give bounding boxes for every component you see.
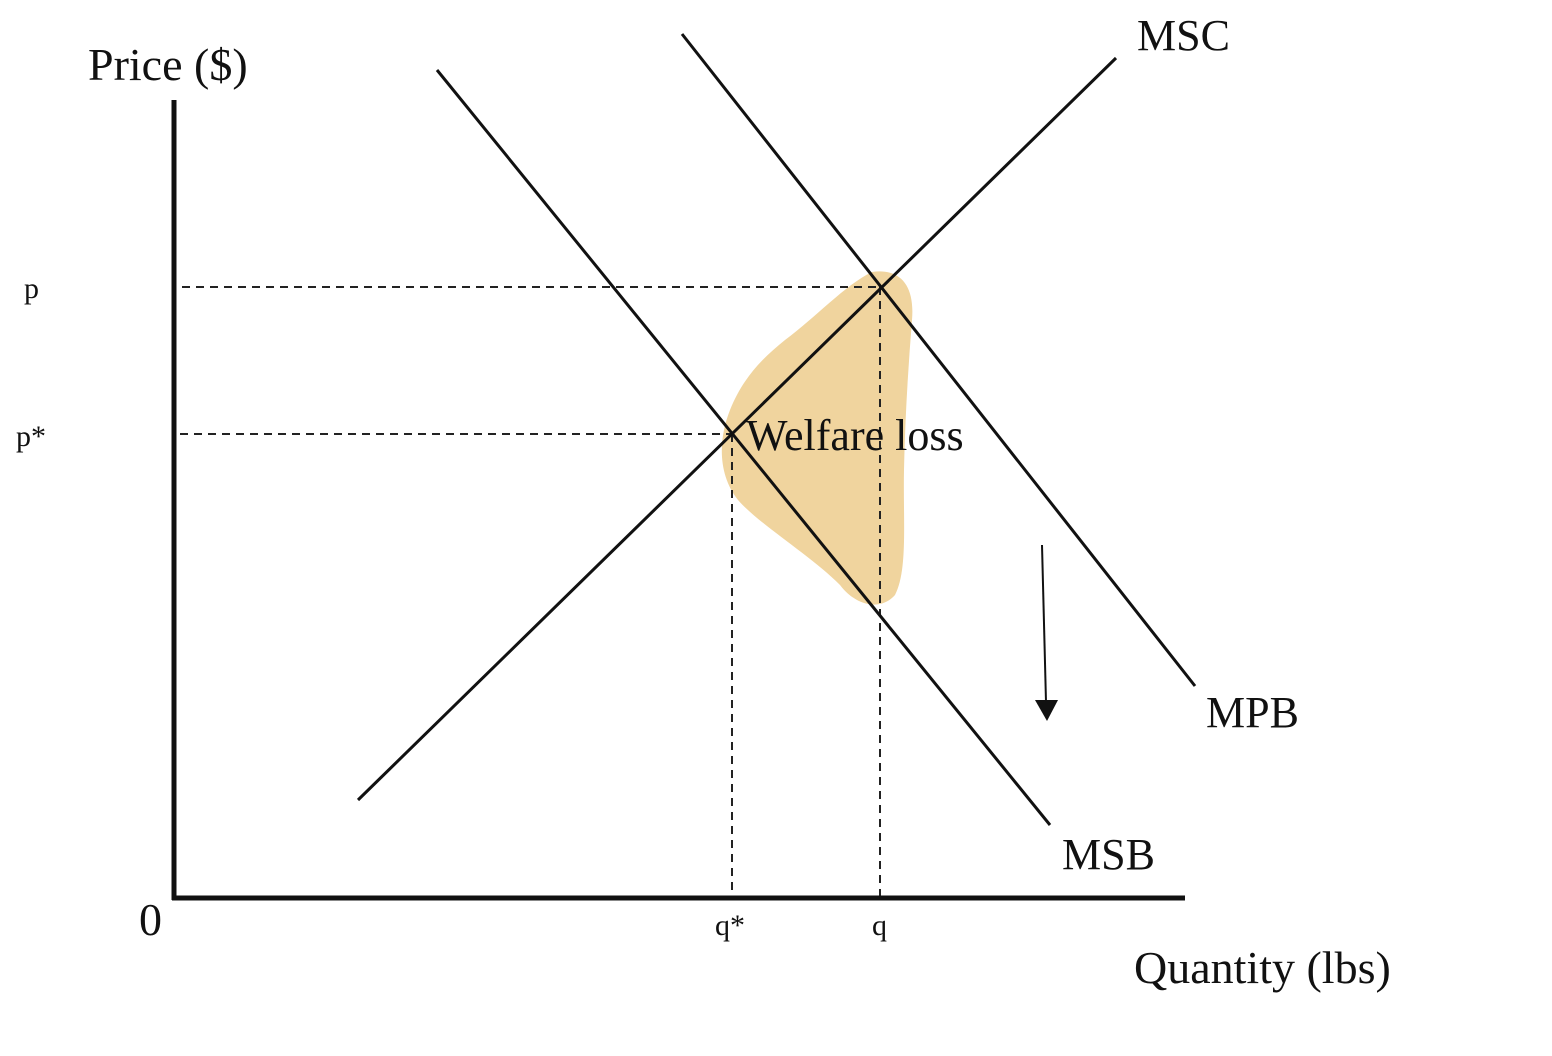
p-star-label: p* — [16, 420, 46, 453]
q-label: q — [872, 909, 887, 942]
mpb-curve — [680, 33, 1197, 687]
origin-label: 0 — [139, 894, 162, 945]
msb-curve — [435, 69, 1052, 826]
msc-label: MSC — [1137, 11, 1230, 60]
mpb-label: MPB — [1206, 688, 1299, 737]
shift-arrow-shaft — [1041, 544, 1047, 703]
msb-label: MSB — [1062, 830, 1155, 879]
msc-curve — [356, 56, 1118, 802]
y-axis-label: Price ($) — [88, 39, 248, 90]
q-star-label: q* — [715, 909, 745, 942]
shift-arrow-head — [1035, 700, 1058, 721]
x-axis-label: Quantity (lbs) — [1134, 942, 1391, 993]
welfare-loss-area — [721, 271, 913, 605]
p-label: p — [24, 272, 39, 305]
welfare-loss-label: Welfare loss — [746, 411, 964, 460]
